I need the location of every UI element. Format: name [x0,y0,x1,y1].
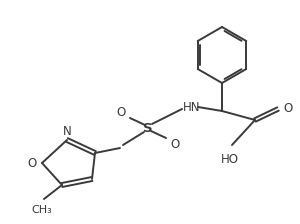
Text: HN: HN [183,101,200,114]
Text: O: O [283,101,292,114]
Text: S: S [143,121,153,134]
Text: O: O [170,138,180,151]
Text: N: N [63,125,71,138]
Text: O: O [28,157,37,170]
Text: HO: HO [221,153,239,166]
Text: O: O [116,106,126,118]
Text: CH₃: CH₃ [32,205,52,215]
